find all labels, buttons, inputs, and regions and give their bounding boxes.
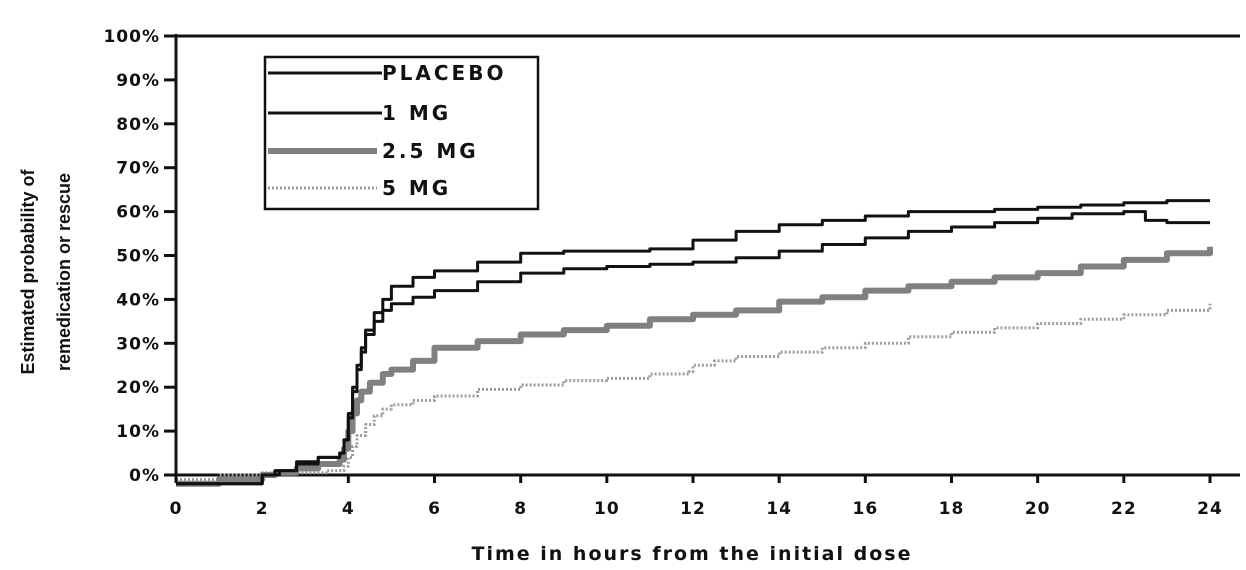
x-tick-label: 6 [428,499,441,519]
y-tick-label: 60% [116,203,160,223]
y-tick-label: 90% [116,71,160,91]
y-tick-label: 0% [129,466,160,486]
x-tick-label: 0 [170,499,183,519]
y-tick-label: 100% [103,27,160,47]
legend-label-2-5mg: 2.5 MG [382,139,479,163]
legend-label-1mg: 1 MG [382,101,451,125]
y-tick-label: 50% [116,247,160,267]
x-tick-label: 14 [766,499,792,519]
x-tick-label: 12 [680,499,706,519]
y-axis: 0% 10% 20% 30% 40% 50% 60% 70% 80% 90% 100% [103,27,176,486]
x-tick-label: 10 [594,499,620,519]
y-tick-label: 70% [116,159,160,179]
y-axis-title-line-1: Estimated probability of [18,168,38,374]
y-tick-label: 10% [116,422,160,442]
x-tick-label: 4 [342,499,355,519]
y-tick-label: 20% [116,378,160,398]
y-tick-label: 80% [116,115,160,135]
series-line-2-5-mg [176,246,1213,487]
series-line-1-mg [176,210,1210,486]
series-layer [176,199,1213,487]
series-line-placebo [176,199,1210,486]
series-line-5-mg [176,303,1212,481]
y-axis-title-line-2: remedication or rescue [54,173,74,371]
legend-label-5mg: 5 MG [382,176,451,200]
x-tick-label: 8 [514,499,527,519]
x-tick-label: 20 [1025,499,1051,519]
x-tick-label: 2 [256,499,269,519]
legend-label-placebo: PLACEBO [382,61,506,85]
x-tick-label: 18 [939,499,965,519]
x-tick-label: 22 [1111,499,1137,519]
x-axis-title: Time in hours from the initial dose [472,543,913,565]
x-axis: 0 2 4 6 8 10 12 14 16 18 20 22 24 [170,475,1223,519]
legend-box [263,55,540,211]
legend: PLACEBO 1 MG 2.5 MG 5 MG [263,55,540,211]
x-tick-label: 24 [1197,499,1223,519]
x-tick-label: 16 [852,499,878,519]
y-tick-label: 30% [116,334,160,354]
y-tick-label: 40% [116,290,160,310]
